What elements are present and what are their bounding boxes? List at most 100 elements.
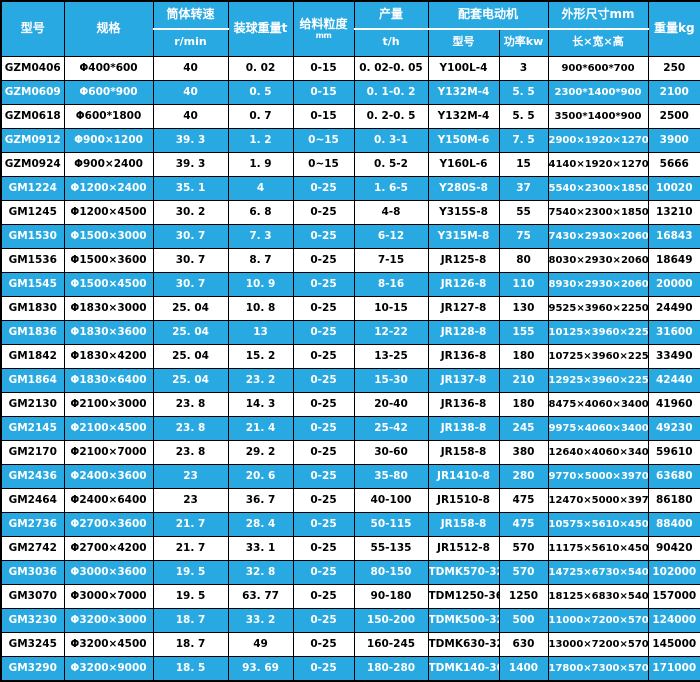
cell-speed: 19. 5: [152, 559, 229, 585]
cell-motor-model: TDMK570-32: [427, 559, 500, 585]
cell-speed: 25. 04: [152, 367, 229, 393]
cell-feed-size: 0-25: [292, 343, 355, 369]
cell-feed-size: 0-25: [292, 607, 355, 633]
cell-model: GM1545: [0, 271, 65, 297]
cell-motor-model: JR1410-8: [427, 463, 500, 489]
cell-feed-size: 0-25: [292, 391, 355, 417]
cell-spec: Φ1830×3000: [63, 295, 154, 321]
cell-motor-power: 55: [498, 199, 549, 225]
cell-motor-model: JR125-8: [427, 247, 500, 273]
table-row: GM1864 Φ1830×6400 25. 04 23. 2 0-25 15-3…: [0, 367, 700, 393]
header-spec: 规格: [63, 0, 154, 57]
cell-model: GM1530: [0, 223, 65, 249]
cell-motor-power: 1400: [498, 655, 549, 681]
cell-ball-load: 33. 1: [227, 535, 294, 561]
cell-motor-power: 570: [498, 559, 549, 585]
cell-spec: Φ2700×4200: [63, 535, 154, 561]
cell-weight: 49230: [647, 415, 700, 441]
cell-feed-size: 0-25: [292, 463, 355, 489]
cell-motor-power: 245: [498, 415, 549, 441]
cell-spec: Φ1200×2400: [63, 175, 154, 201]
header-motor-model: 型号: [427, 28, 500, 57]
table-row: GM2742 Φ2700×4200 21. 7 33. 1 0-25 55-13…: [0, 535, 700, 561]
table-row: GM1536 Φ1500×3600 30. 7 8. 7 0-25 7-15 J…: [0, 247, 700, 273]
cell-output: 10-15: [353, 295, 429, 321]
cell-dimensions: 11000×7200×5700: [547, 607, 649, 633]
cell-motor-power: 180: [498, 343, 549, 369]
cell-output: 0. 02-0. 05: [353, 55, 429, 81]
cell-motor-power: 110: [498, 271, 549, 297]
cell-output: 7-15: [353, 247, 429, 273]
cell-weight: 171000: [647, 655, 700, 681]
cell-ball-load: 14. 3: [227, 391, 294, 417]
cell-output: 4-8: [353, 199, 429, 225]
cell-motor-model: TDMK630-32: [427, 631, 500, 657]
table-row: GZM0609 Φ600*900 40 0. 5 0-15 0. 1-0. 2 …: [0, 79, 700, 105]
cell-spec: Φ2100×4500: [63, 415, 154, 441]
cell-weight: 88400: [647, 511, 700, 537]
cell-dimensions: 9975×4060×3400: [547, 415, 649, 441]
cell-feed-size: 0-25: [292, 439, 355, 465]
cell-ball-load: 29. 2: [227, 439, 294, 465]
cell-weight: 24490: [647, 295, 700, 321]
cell-model: GZM0924: [0, 151, 65, 177]
cell-motor-power: 5. 5: [498, 79, 549, 105]
cell-spec: Φ3200×4500: [63, 631, 154, 657]
table-body: GZM0406 Φ400*600 40 0. 02 0-15 0. 02-0. …: [0, 55, 700, 681]
cell-spec: Φ600*1800: [63, 103, 154, 129]
cell-motor-model: JR158-8: [427, 511, 500, 537]
table-row: GM3290 Φ3200×9000 18. 5 93. 69 0-25 180-…: [0, 655, 700, 681]
cell-model: GM1836: [0, 319, 65, 345]
cell-output: 150-200: [353, 607, 429, 633]
cell-speed: 21. 7: [152, 535, 229, 561]
cell-weight: 5666: [647, 151, 700, 177]
table-row: GM1842 Φ1830×4200 25. 04 15. 2 0-25 13-2…: [0, 343, 700, 369]
cell-dimensions: 9770×5000×3970: [547, 463, 649, 489]
cell-output: 12-22: [353, 319, 429, 345]
cell-weight: 90420: [647, 535, 700, 561]
header-dimensions-sub: 长×宽×高: [547, 28, 649, 57]
header-motor-power: 功率kw: [498, 28, 549, 57]
cell-speed: 39. 3: [152, 127, 229, 153]
cell-motor-power: 37: [498, 175, 549, 201]
cell-feed-size: 0-25: [292, 655, 355, 681]
cell-output: 30-60: [353, 439, 429, 465]
cell-speed: 23: [152, 463, 229, 489]
cell-ball-load: 10. 8: [227, 295, 294, 321]
cell-model: GZM0912: [0, 127, 65, 153]
cell-weight: 2500: [647, 103, 700, 129]
cell-feed-size: 0~15: [292, 151, 355, 177]
cell-spec: Φ2700×3600: [63, 511, 154, 537]
cell-ball-load: 7. 3: [227, 223, 294, 249]
cell-motor-power: 80: [498, 247, 549, 273]
cell-speed: 30. 7: [152, 271, 229, 297]
cell-feed-size: 0-25: [292, 271, 355, 297]
cell-ball-load: 8. 7: [227, 247, 294, 273]
cell-weight: 124000: [647, 607, 700, 633]
cell-model: GM3230: [0, 607, 65, 633]
cell-dimensions: 2900×1920×1270: [547, 127, 649, 153]
cell-motor-model: Y315S-8: [427, 199, 500, 225]
cell-ball-load: 15. 2: [227, 343, 294, 369]
cell-output: 6-12: [353, 223, 429, 249]
table-row: GM2170 Φ2100×7000 23. 8 29. 2 0-25 30-60…: [0, 439, 700, 465]
cell-dimensions: 7430×2930×2060: [547, 223, 649, 249]
cell-speed: 23. 8: [152, 415, 229, 441]
cell-output: 15-30: [353, 367, 429, 393]
cell-motor-power: 180: [498, 391, 549, 417]
cell-motor-model: JR126-8: [427, 271, 500, 297]
cell-dimensions: 9525×3960×2250: [547, 295, 649, 321]
cell-dimensions: 8930×2930×2060: [547, 271, 649, 297]
table-row: GM2436 Φ2400×3600 23 20. 6 0-25 35-80 JR…: [0, 463, 700, 489]
cell-output: 80-150: [353, 559, 429, 585]
cell-speed: 25. 04: [152, 343, 229, 369]
table-row: GZM0924 Φ900×2400 39. 3 1. 9 0~15 0. 5-2…: [0, 151, 700, 177]
cell-dimensions: 8030×2930×2060: [547, 247, 649, 273]
cell-feed-size: 0-25: [292, 247, 355, 273]
header-weight: 重量kg: [647, 0, 700, 57]
cell-speed: 25. 04: [152, 295, 229, 321]
cell-weight: 41960: [647, 391, 700, 417]
cell-model: GM1842: [0, 343, 65, 369]
cell-motor-power: 7. 5: [498, 127, 549, 153]
